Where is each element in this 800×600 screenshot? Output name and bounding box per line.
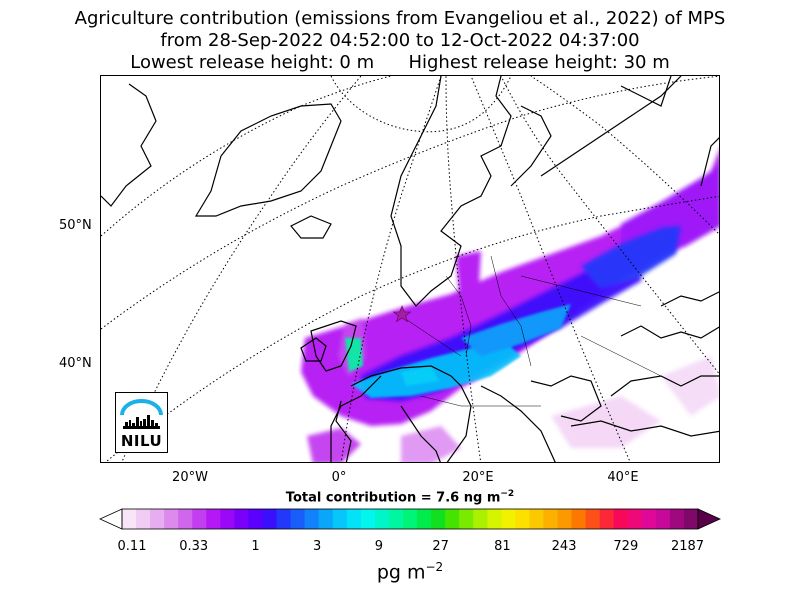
colorbar-segment — [206, 509, 221, 529]
title-line-3: Lowest release height: 0 m Highest relea… — [130, 52, 670, 73]
colorbar-segment — [290, 509, 306, 529]
colorbar-segment — [374, 509, 390, 529]
colorbar — [99, 508, 721, 530]
colorbar-segment — [332, 509, 348, 529]
colorbar-segment — [627, 509, 643, 529]
colorbar-segment — [388, 509, 404, 529]
lon-label-40e: 40°E — [607, 470, 639, 485]
total-contribution-text: Total contribution = 7.6 ng m — [285, 490, 501, 506]
colorbar-segment — [501, 509, 516, 529]
colorbar-unit-exponent: −2 — [425, 560, 444, 574]
colorbar-segment — [543, 509, 559, 529]
colorbar-segment — [360, 509, 376, 529]
colorbar-tick-label: 27 — [432, 539, 449, 554]
colorbar-tick-label: 9 — [374, 539, 384, 554]
country-borders — [400, 255, 662, 407]
colorbar-segment — [136, 509, 151, 529]
colorbar-tick-label: 729 — [613, 539, 639, 554]
lon-label-20e: 20°E — [462, 470, 494, 485]
colorbar-segment — [473, 509, 488, 529]
colorbar-segment — [529, 509, 544, 529]
colorbar-segment — [431, 509, 446, 529]
colorbar-segment — [318, 509, 334, 529]
release-location-marker — [392, 305, 412, 323]
colorbar-segment — [669, 509, 685, 529]
colorbar-segment — [234, 509, 249, 529]
colorbar-segment — [613, 509, 629, 529]
colorbar-segment — [585, 509, 601, 529]
map-canvas — [101, 76, 719, 462]
total-contribution-exponent: −2 — [500, 489, 515, 499]
colorbar-outline — [121, 508, 699, 530]
colorbar-segment — [557, 509, 573, 529]
colorbar-segments — [122, 509, 699, 529]
colorbar-segment — [220, 509, 235, 529]
colorbar-tick-label: 0.11 — [117, 539, 147, 554]
colorbar-over-triangle — [697, 508, 721, 530]
graticule — [101, 76, 719, 462]
colorbar-segment — [641, 509, 657, 529]
lat-label-40n: 40°N — [59, 356, 92, 371]
colorbar-under-triangle — [99, 508, 123, 530]
nilu-logo-graphic — [120, 399, 163, 429]
colorbar-tick-label: 1 — [251, 539, 260, 554]
lat-label-50n: 50°N — [59, 218, 92, 233]
lon-label-20w: 20°W — [172, 470, 208, 485]
colorbar-segment — [445, 509, 460, 529]
colorbar-segment — [262, 509, 278, 529]
colorbar-segment — [402, 509, 418, 529]
colorbar-segment — [571, 509, 587, 529]
colorbar-tick-label: 3 — [313, 539, 322, 554]
nilu-logo: NILU — [115, 392, 168, 453]
colorbar-segment — [276, 509, 292, 529]
colorbar-unit-text: pg m — [376, 561, 426, 584]
colorbar-segment — [346, 509, 362, 529]
colorbar-segment — [178, 509, 193, 529]
colorbar-segment — [459, 509, 474, 529]
colorbar-segment — [487, 509, 502, 529]
colorbar-segment — [248, 509, 263, 529]
colorbar-unit-label: pg m−2 — [0, 560, 800, 583]
colorbar-segment — [683, 509, 699, 529]
title-line-1: Agriculture contribution (emissions from… — [74, 8, 726, 29]
colorbar-tick-label: 0.33 — [179, 539, 209, 554]
colorbar-segment — [122, 509, 137, 529]
colorbar-segment — [655, 509, 671, 529]
nilu-logo-text: NILU — [120, 432, 163, 450]
lon-label-0: 0° — [331, 470, 347, 485]
colorbar-segment — [150, 509, 165, 529]
colorbar-segment — [515, 509, 530, 529]
colorbar-segment — [192, 509, 207, 529]
colorbar-tick-label: 2187 — [670, 539, 705, 554]
colorbar-segment — [417, 509, 432, 529]
colorbar-segment — [304, 509, 320, 529]
colorbar-tick-label: 243 — [551, 539, 577, 554]
map-panel — [100, 75, 720, 463]
colorbar-tick-label: 81 — [494, 539, 511, 554]
coastlines — [101, 76, 719, 462]
colorbar-segment — [599, 509, 615, 529]
title-line-2: from 28-Sep-2022 04:52:00 to 12-Oct-2022… — [160, 30, 640, 51]
colorbar-segment — [164, 509, 179, 529]
plume-purple-layer — [301, 151, 719, 462]
total-contribution-label: Total contribution = 7.6 ng m−2 — [0, 489, 800, 505]
